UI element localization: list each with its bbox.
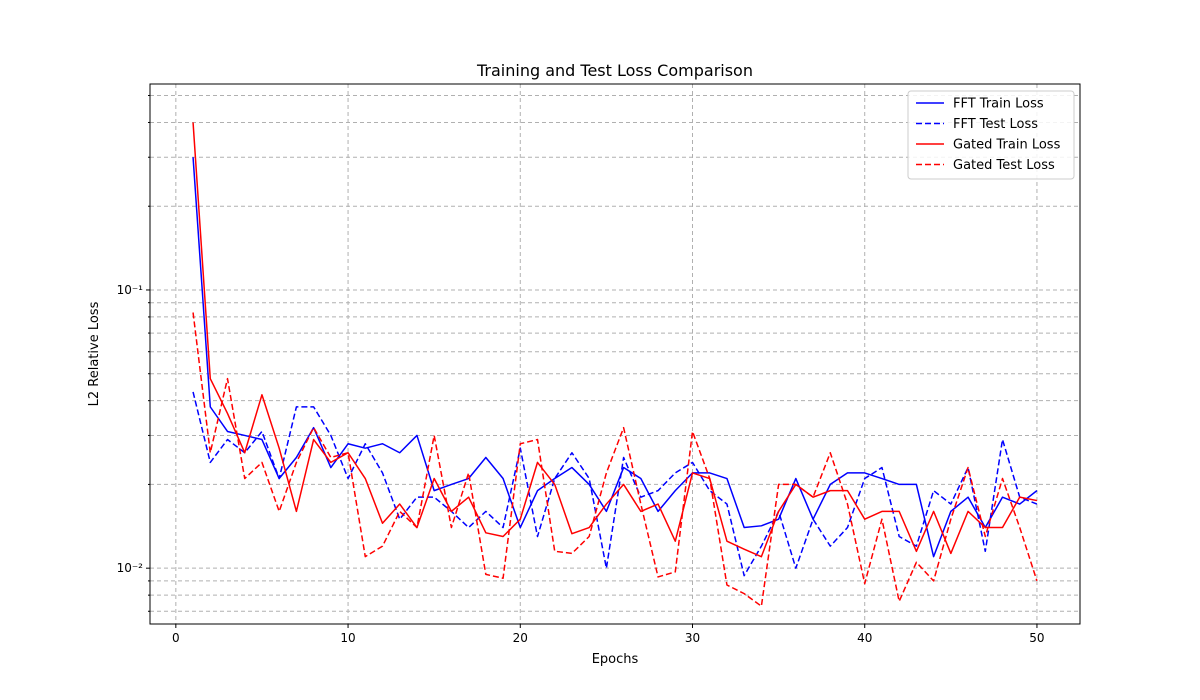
y-tick-label: 10⁻¹ xyxy=(117,283,144,297)
x-tick-label: 30 xyxy=(685,631,700,645)
legend-label: FFT Train Loss xyxy=(953,97,1044,112)
chart-title: Training and Test Loss Comparison xyxy=(476,61,753,80)
x-tick-label: 50 xyxy=(1029,631,1044,645)
data-series xyxy=(192,122,1038,607)
series-line-gated-test-loss xyxy=(192,312,1038,607)
plot-frame xyxy=(149,83,1081,625)
x-tick-label: 0 xyxy=(172,631,180,645)
series-line-fft-train-loss xyxy=(192,157,1038,558)
legend: FFT Train Loss FFT Test Loss Gated Train L… xyxy=(907,90,1075,180)
x-tick-label: 40 xyxy=(857,631,872,645)
y-tick-label: 10⁻² xyxy=(117,561,144,575)
x-tick-label: 20 xyxy=(513,631,528,645)
legend-box xyxy=(907,90,1075,180)
series-line-fft-test-loss xyxy=(192,391,1038,577)
grid-lines xyxy=(150,84,1080,624)
legend-label: FFT Test Loss xyxy=(953,117,1038,132)
series-line-gated-train-loss xyxy=(192,122,1038,558)
legend-label: Gated Test Loss xyxy=(953,158,1055,173)
x-tick-label: 10 xyxy=(340,631,355,645)
y-axis-label: L2 Relative Loss xyxy=(87,301,102,406)
x-axis-label: Epochs xyxy=(592,652,639,667)
legend-label: Gated Train Loss xyxy=(953,138,1061,153)
y-axis-ticks: 10⁻² 10⁻¹ xyxy=(117,95,150,612)
x-axis-ticks: 0 10 20 30 40 50 xyxy=(172,624,1045,645)
